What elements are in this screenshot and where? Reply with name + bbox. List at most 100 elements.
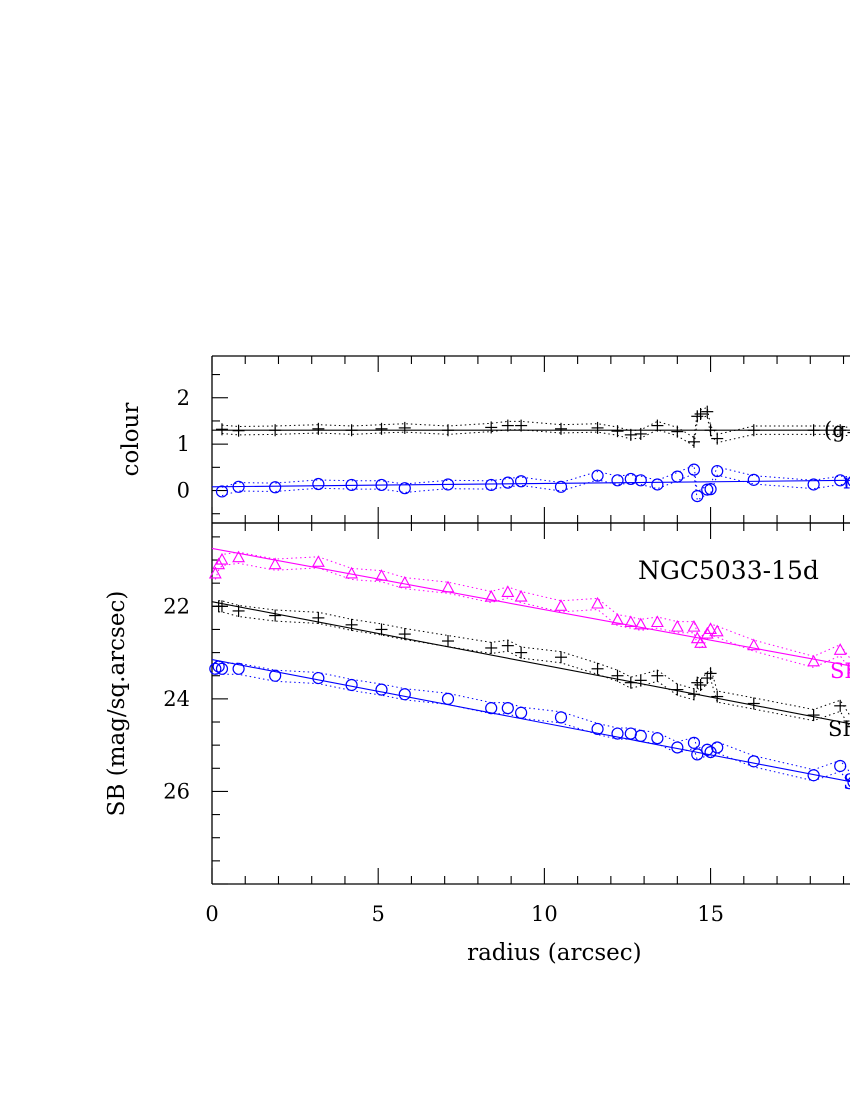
data-point — [501, 702, 514, 715]
data-point — [514, 589, 528, 602]
fit-line — [211, 658, 850, 783]
data-point — [269, 609, 282, 622]
data-point — [515, 646, 528, 659]
data-point — [807, 478, 820, 491]
data-point — [375, 422, 388, 435]
x-axis-title: radius (arcsec) — [467, 940, 642, 966]
data-point — [701, 405, 714, 418]
data-point — [375, 478, 388, 492]
data-point — [345, 678, 358, 692]
colour-panel: 0 1 2 colour (g r — [118, 355, 850, 524]
data-point — [807, 654, 821, 667]
data-point — [671, 470, 684, 483]
data-point — [345, 566, 359, 579]
data-point — [215, 600, 228, 613]
error-envelope-lower — [218, 611, 850, 728]
data-point — [847, 726, 850, 728]
fit-line — [211, 547, 850, 667]
series-label: r — [843, 469, 850, 493]
error-envelope-upper — [221, 415, 850, 447]
data-point — [515, 419, 528, 432]
data-point — [701, 672, 714, 685]
data-point — [611, 669, 624, 682]
data-point — [591, 722, 604, 736]
data-point — [375, 569, 388, 581]
data-point — [208, 566, 222, 579]
series-0: SI — [208, 547, 850, 683]
error-envelope-lower — [215, 671, 850, 785]
data-point — [634, 617, 648, 630]
error-envelope-upper — [215, 660, 850, 774]
data-point — [807, 769, 820, 782]
data-point — [269, 424, 282, 437]
data-point — [311, 555, 325, 567]
data-point — [694, 636, 708, 648]
data-point — [611, 613, 624, 625]
data-point — [807, 709, 820, 722]
data-point — [554, 480, 568, 493]
data-point — [834, 474, 847, 487]
data-point — [711, 741, 724, 754]
data-point — [704, 667, 717, 680]
error-envelope-upper — [218, 600, 850, 717]
data-point — [691, 410, 704, 423]
data-point — [345, 424, 358, 437]
data-point — [847, 777, 850, 788]
data-point — [671, 741, 684, 754]
y-tick-label: 24 — [163, 687, 190, 711]
data-point — [694, 678, 707, 691]
x-tick-label: 10 — [531, 902, 558, 926]
data-point — [398, 482, 411, 495]
data-point — [747, 638, 761, 651]
y-axis-title: colour — [118, 403, 144, 477]
data-point — [555, 422, 567, 435]
error-envelope-lower — [221, 406, 850, 439]
y-tick-label: 2 — [177, 386, 190, 410]
data-point — [312, 422, 325, 435]
data-point — [671, 683, 684, 696]
data-point — [671, 425, 684, 438]
data-point — [747, 755, 760, 768]
data-point — [624, 615, 638, 628]
data-point — [807, 424, 820, 437]
data-point — [634, 427, 647, 440]
data-point — [215, 662, 229, 675]
x-tick-label: 15 — [697, 902, 724, 926]
series-2: S — [209, 658, 850, 794]
data-point — [232, 424, 245, 437]
data-point — [485, 478, 498, 492]
data-point — [501, 639, 514, 652]
data-point — [441, 478, 455, 491]
data-point — [710, 624, 724, 637]
data-point — [232, 480, 245, 493]
data-point — [345, 478, 358, 492]
panel-title: NGC5033-15d — [638, 556, 819, 585]
data-point — [834, 699, 847, 712]
series-0: (g — [212, 405, 850, 448]
data-point — [847, 431, 850, 434]
data-point — [834, 759, 847, 773]
series-label: SI — [828, 717, 850, 741]
data-point — [694, 407, 707, 420]
data-point — [269, 669, 282, 682]
data-point — [554, 711, 568, 724]
y-tick-label: 1 — [177, 432, 190, 456]
data-point — [711, 432, 724, 445]
data-point — [634, 729, 647, 742]
data-point — [704, 483, 717, 496]
series-label: (g — [824, 418, 846, 442]
y-tick-label: 0 — [177, 479, 190, 503]
sb-panel: 22242605101520radius (arcsec)SB (mag/sq.… — [104, 522, 850, 966]
data-point — [687, 435, 700, 448]
data-point — [591, 421, 604, 434]
data-point — [701, 743, 714, 756]
data-point — [591, 662, 604, 675]
data-point — [375, 683, 388, 696]
data-point — [375, 623, 388, 636]
data-point — [691, 676, 704, 689]
data-point — [591, 596, 604, 609]
data-point — [209, 662, 222, 675]
data-point — [515, 706, 528, 719]
data-point — [232, 550, 246, 563]
data-point — [611, 425, 624, 438]
